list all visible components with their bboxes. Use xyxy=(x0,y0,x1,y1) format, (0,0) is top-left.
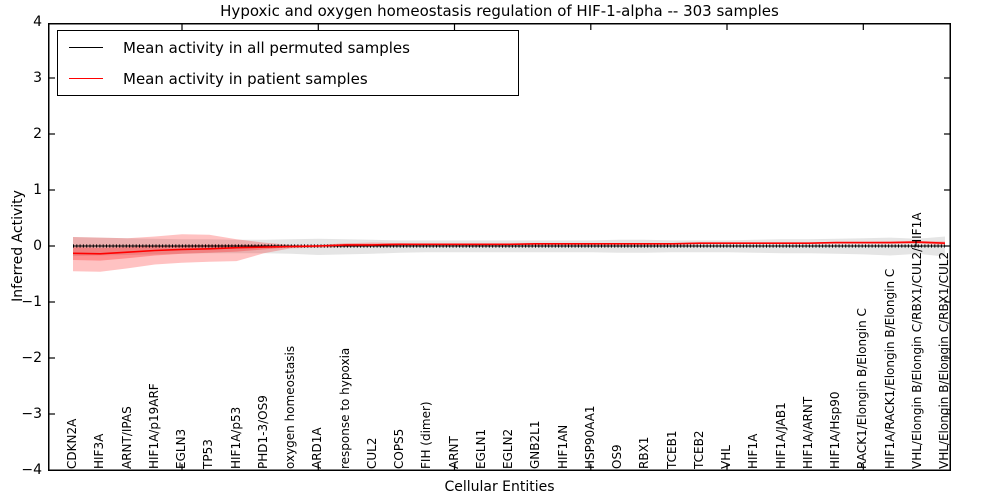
x-tick-label: oxygen homeostasis xyxy=(283,345,297,469)
x-tick-label: HIF1A/p53 xyxy=(228,406,243,469)
x-axis-label: Cellular Entities xyxy=(444,479,555,495)
x-tick-label: HIF1A xyxy=(746,433,761,469)
x-tick-label: HIF1A/Hsp90 xyxy=(828,391,842,469)
x-tick-label: EGLN3 xyxy=(174,428,188,469)
x-tick-label: response to hypoxia xyxy=(337,347,352,469)
patient-line-sample-icon xyxy=(69,78,103,79)
x-tick-label: OS9 xyxy=(610,444,624,469)
y-tick-label: −2 xyxy=(21,350,42,366)
y-tick-label: −3 xyxy=(21,406,42,422)
x-tick-label: RACK1/Elongin B/Elongin C xyxy=(855,308,870,469)
plot-area xyxy=(48,23,951,471)
x-tick-label: HIF1A/RACK1/Elongin B/Elongin C xyxy=(882,268,897,469)
patient-mean-line xyxy=(72,241,946,255)
x-tick-label: COPS5 xyxy=(392,428,406,469)
plot-frame xyxy=(48,23,951,471)
x-tick-label: TCEB2 xyxy=(691,430,706,469)
y-tick-label: 4 xyxy=(33,14,42,30)
permuted-line-sample-icon xyxy=(69,47,103,48)
y-tick-label: 0 xyxy=(33,238,42,254)
x-tick-label: GNB2L1 xyxy=(528,420,543,469)
axis-tick-marks xyxy=(49,24,950,470)
legend-label-permuted: Mean activity in all permuted samples xyxy=(123,38,410,57)
x-tick-label: VHL xyxy=(719,445,733,469)
y-tick-label: −1 xyxy=(21,294,42,310)
x-tick-label: HIF1A/JAB1 xyxy=(773,402,788,469)
x-tick-label: TP53 xyxy=(201,439,216,469)
x-tick-label: RBX1 xyxy=(637,436,652,469)
x-tick-label: FIH (dimer) xyxy=(419,401,434,469)
x-tick-label: HIF1A/ARNT xyxy=(800,396,815,469)
x-tick-label: HSP90AA1 xyxy=(582,405,597,469)
x-tick-label: EGLN2 xyxy=(501,428,515,469)
y-tick-label: 3 xyxy=(33,70,42,86)
x-tick-label: TCEB1 xyxy=(664,430,679,469)
legend: Mean activity in all permuted samples Me… xyxy=(57,30,519,96)
y-tick-label: 2 xyxy=(33,126,42,142)
x-tick-label: VHL/Elongin B/Elongin C/RBX1/CUL2 xyxy=(937,251,951,469)
y-tick-label: −4 xyxy=(21,462,42,478)
legend-item-patient: Mean activity in patient samples xyxy=(58,64,518,93)
x-tick-label: VHL/Elongin B/Elongin C/RBX1/CUL2/HIF1A xyxy=(909,212,924,469)
legend-label-patient: Mean activity in patient samples xyxy=(123,69,368,88)
x-tick-label: ARNT xyxy=(446,436,461,469)
y-tick-label: 1 xyxy=(33,182,42,198)
x-tick-label: HIF3A xyxy=(92,433,107,469)
legend-item-permuted: Mean activity in all permuted samples xyxy=(58,33,518,62)
x-tick-label: HIF1A/p19ARF xyxy=(146,383,161,469)
x-tick-label: ARNT/IPAS xyxy=(119,406,134,469)
x-tick-label: EGLN1 xyxy=(473,428,488,469)
chart-title: Hypoxic and oxygen homeostasis regulatio… xyxy=(220,2,779,20)
x-tick-label: CDKN2A xyxy=(65,418,79,469)
x-tick-label: CUL2 xyxy=(364,437,379,469)
x-tick-label: ARD1A xyxy=(310,427,325,469)
x-tick-label: PHD1-3/OS9 xyxy=(255,395,270,469)
x-tick-label: HIF1AN xyxy=(555,424,570,469)
plot-canvas xyxy=(48,23,951,471)
